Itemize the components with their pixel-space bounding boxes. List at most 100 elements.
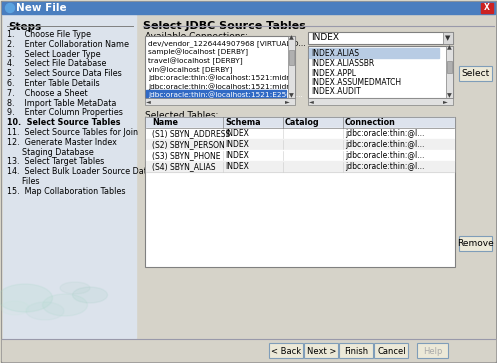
Text: (S1) SBYN_ADDRESS: (S1) SBYN_ADDRESS [152,129,230,138]
Text: ▼: ▼ [445,35,451,41]
Text: ◄: ◄ [309,99,314,104]
Text: INDEX: INDEX [225,162,249,171]
Text: Help: Help [423,347,443,355]
Bar [446,46,453,98]
Text: 15.  Map Collaboration Tables: 15. Map Collaboration Tables [7,187,126,196]
Text: Catalog: Catalog [285,118,320,127]
Text: Next >: Next > [307,347,336,355]
Text: Connection: Connection [345,118,396,127]
Text: 9.    Enter Column Properties: 9. Enter Column Properties [7,109,123,117]
Text: Select JDBC Source Tables: Select JDBC Source Tables [143,21,306,31]
Text: 4.    Select File Database: 4. Select File Database [7,60,106,68]
Bar [146,117,454,128]
Bar [145,117,455,267]
Text: 12.  Generate Master Index: 12. Generate Master Index [7,138,117,147]
Text: 6.    Enter Table Details: 6. Enter Table Details [7,79,99,88]
Bar [288,36,295,98]
Bar [289,50,294,65]
Text: jdbc:oracle:thin:@l...: jdbc:oracle:thin:@l... [345,162,424,171]
Text: 13.  Select Target Tables: 13. Select Target Tables [7,158,104,166]
Text: INDEX: INDEX [225,129,249,138]
Text: vin@localhost [DERBY]: vin@localhost [DERBY] [148,66,233,73]
Text: Cancel: Cancel [377,347,406,355]
Text: 3.    Select Loader Type: 3. Select Loader Type [7,50,100,58]
Text: Name: Name [152,118,178,127]
Text: INDEX.AUDIT: INDEX.AUDIT [311,87,361,97]
Ellipse shape [26,302,64,320]
Text: Files: Files [7,177,39,186]
Text: INDEX: INDEX [311,33,339,42]
Bar [308,46,453,98]
Text: jdbc:oracle:thin:@l...: jdbc:oracle:thin:@l... [345,151,424,160]
Text: (S4) SBYN_ALIAS: (S4) SBYN_ALIAS [152,162,216,171]
Text: 7.    Choose a Sheet: 7. Choose a Sheet [7,89,87,98]
Bar [309,48,439,57]
Bar [481,3,493,13]
Text: INDEX.ALIAS: INDEX.ALIAS [311,49,359,58]
Text: (S3) SBYN_PHONE: (S3) SBYN_PHONE [152,151,221,160]
Text: X: X [484,4,490,12]
Text: 2.    Enter Collaboration Name: 2. Enter Collaboration Name [7,40,129,49]
FancyBboxPatch shape [460,66,493,82]
Text: 14.  Select Bulk Loader Source Data: 14. Select Bulk Loader Source Data [7,167,152,176]
FancyBboxPatch shape [339,343,374,359]
FancyBboxPatch shape [375,343,409,359]
Bar [145,98,295,105]
Text: jdbc:oracle:thin:@localhost:1521:midm: jdbc:oracle:thin:@localhost:1521:midm [148,74,294,81]
Text: Available Connections:: Available Connections: [145,32,248,41]
Text: Finish: Finish [344,347,369,355]
Bar [2,339,495,361]
Ellipse shape [1,301,29,315]
Text: ▼: ▼ [289,94,294,98]
Text: jdbc:oracle:thin:@localhost:1521:midm: jdbc:oracle:thin:@localhost:1521:midm [148,83,294,90]
FancyBboxPatch shape [305,343,338,359]
Bar [146,139,454,150]
Text: ►: ► [285,99,289,104]
Bar [443,32,453,44]
Text: INDEX.ASSUMEDMATCH: INDEX.ASSUMEDMATCH [311,78,401,87]
Ellipse shape [43,294,87,316]
Text: ►: ► [443,99,447,104]
Text: Remove: Remove [458,240,495,249]
Text: travel@localhost [DERBY]: travel@localhost [DERBY] [148,57,243,65]
Bar [145,36,295,98]
Ellipse shape [5,4,14,12]
Text: 10.  Select Source Tables: 10. Select Source Tables [7,118,120,127]
Text: New File: New File [16,3,67,13]
FancyBboxPatch shape [269,343,304,359]
Bar [447,61,452,73]
Text: Staging Database: Staging Database [7,148,94,156]
Bar [146,150,454,161]
Ellipse shape [0,284,53,312]
Bar [2,2,495,14]
Text: Schema: Schema [225,118,260,127]
Text: Select: Select [462,69,490,78]
Text: jdbc:oracle:thin:@l...: jdbc:oracle:thin:@l... [345,129,424,138]
Text: ▲: ▲ [447,45,452,50]
Text: Schemas:: Schemas: [308,32,352,41]
Text: jdbc:oracle:thin:@l...: jdbc:oracle:thin:@l... [345,140,424,149]
Text: Selected Tables:: Selected Tables: [145,111,218,120]
Bar [308,98,453,105]
Text: INDEX.ALIASSBR: INDEX.ALIASSBR [311,59,374,68]
Text: 8.    Import Table MetaData: 8. Import Table MetaData [7,99,116,107]
Text: ▲: ▲ [289,36,294,41]
Ellipse shape [60,282,90,294]
Bar [3,15,136,338]
Text: INDEX: INDEX [225,140,249,149]
Bar [146,161,454,172]
Text: ◄: ◄ [146,99,151,104]
Text: INDEX: INDEX [225,151,249,160]
Ellipse shape [73,287,107,303]
Text: < Back: < Back [271,347,302,355]
Text: ▼: ▼ [447,94,452,98]
Bar [146,128,454,139]
FancyBboxPatch shape [460,237,493,252]
Text: dev/vendor_1226444907968 [VIRTUAL D...: dev/vendor_1226444907968 [VIRTUAL D... [148,41,306,47]
Text: 5.    Select Source Data Files: 5. Select Source Data Files [7,69,122,78]
Text: 1.    Choose File Type: 1. Choose File Type [7,30,91,39]
Text: jdbc:oracle:thin:@localhost:1521:E2502...: jdbc:oracle:thin:@localhost:1521:E2502..… [148,91,303,98]
Text: Steps: Steps [8,22,41,32]
FancyBboxPatch shape [417,343,448,359]
Text: (S2) SBYN_PERSON: (S2) SBYN_PERSON [152,140,225,149]
